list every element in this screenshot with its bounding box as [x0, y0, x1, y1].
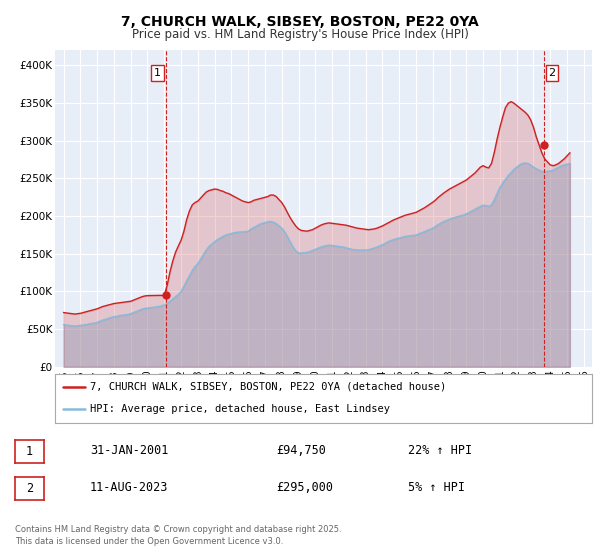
Text: £295,000: £295,000	[276, 480, 333, 494]
Text: 7, CHURCH WALK, SIBSEY, BOSTON, PE22 0YA: 7, CHURCH WALK, SIBSEY, BOSTON, PE22 0YA	[121, 15, 479, 29]
Text: 1: 1	[154, 68, 161, 78]
Text: Contains HM Land Registry data © Crown copyright and database right 2025.
This d: Contains HM Land Registry data © Crown c…	[15, 525, 341, 546]
Text: 11-AUG-2023: 11-AUG-2023	[90, 480, 169, 494]
Text: Price paid vs. HM Land Registry's House Price Index (HPI): Price paid vs. HM Land Registry's House …	[131, 28, 469, 41]
Text: £94,750: £94,750	[276, 444, 326, 457]
Text: 5% ↑ HPI: 5% ↑ HPI	[408, 480, 465, 494]
Text: 1: 1	[26, 445, 33, 458]
Text: 2: 2	[548, 68, 556, 78]
Text: 22% ↑ HPI: 22% ↑ HPI	[408, 444, 472, 457]
Text: 2: 2	[26, 482, 33, 495]
Text: 7, CHURCH WALK, SIBSEY, BOSTON, PE22 0YA (detached house): 7, CHURCH WALK, SIBSEY, BOSTON, PE22 0YA…	[90, 382, 446, 392]
Text: HPI: Average price, detached house, East Lindsey: HPI: Average price, detached house, East…	[90, 404, 390, 414]
Text: 31-JAN-2001: 31-JAN-2001	[90, 444, 169, 457]
